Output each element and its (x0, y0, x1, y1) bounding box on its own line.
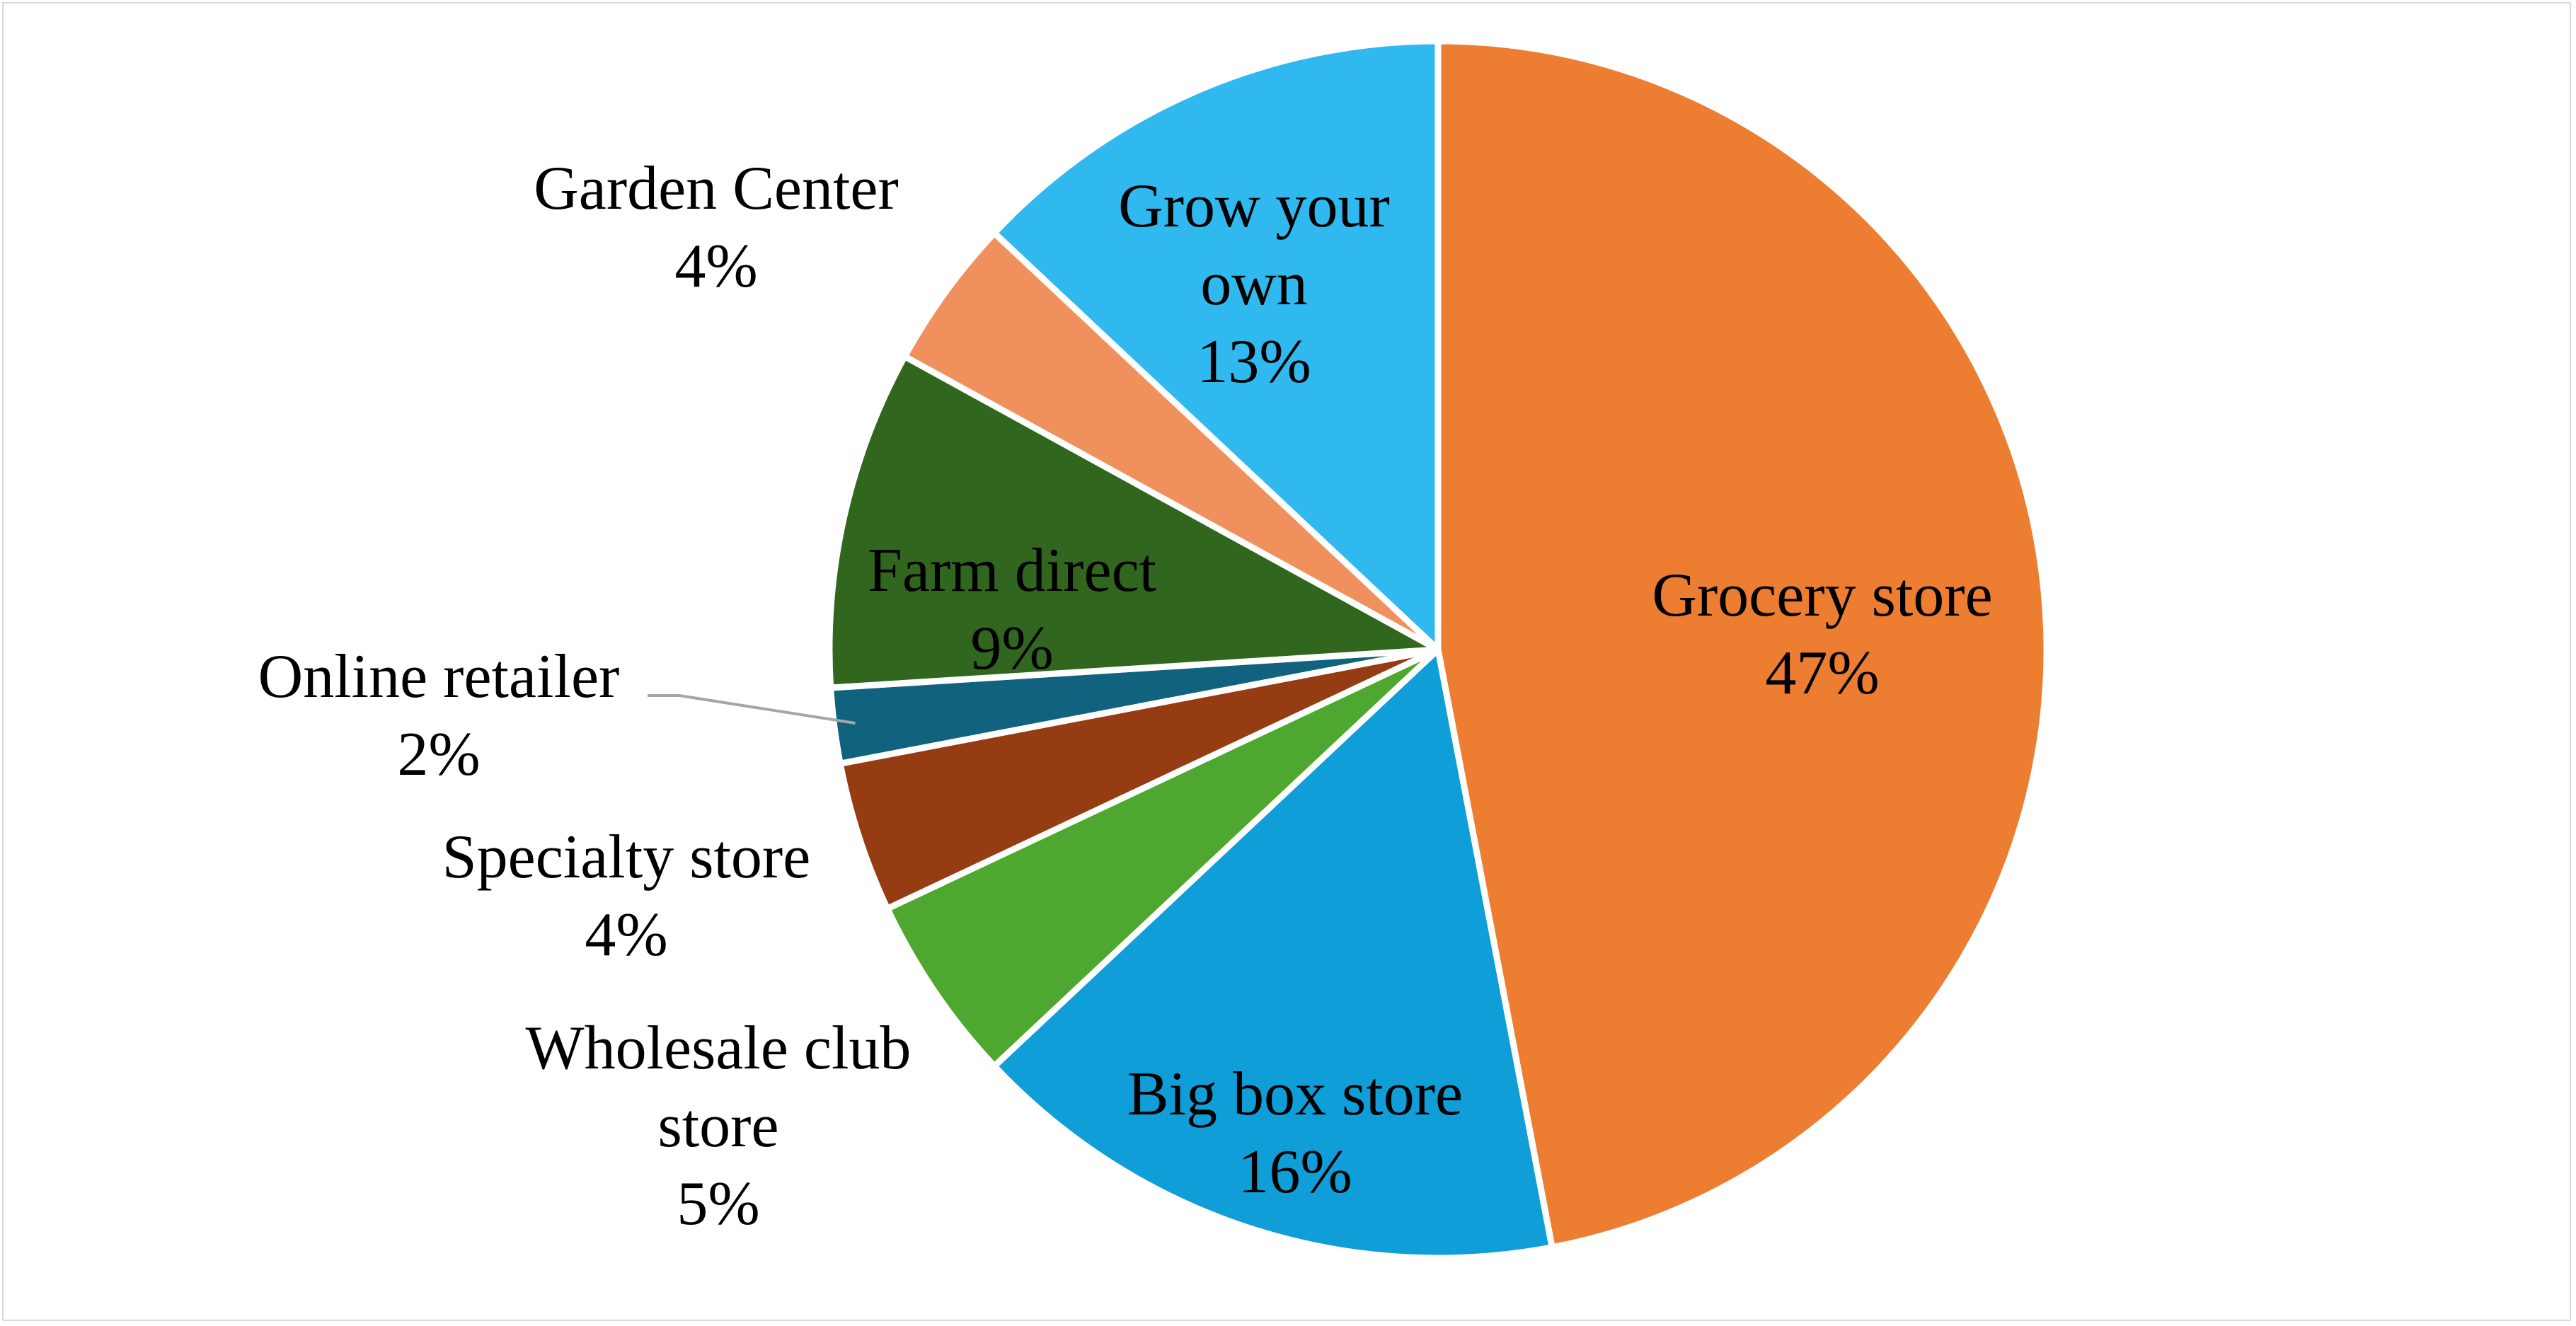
label-specialty-store: Specialty store 4% (442, 823, 811, 969)
label-grocery-store: Grocery store 47% (1652, 561, 1992, 708)
label-garden-center: Garden Center 4% (534, 154, 899, 301)
pie-slices (826, 38, 2050, 1262)
leader-line-online-retailer (648, 694, 856, 725)
slice-grocery-store (1434, 38, 2050, 1251)
label-big-box-store: Big box store 16% (1127, 1060, 1463, 1206)
label-grow-your-own: Grow your own 13% (1118, 172, 1390, 396)
slice-grow-your-own (991, 38, 1442, 653)
label-farm-direct: Farm direct 9% (868, 536, 1156, 683)
label-online-retailer: Online retailer 2% (258, 642, 620, 789)
slice-big-box-store (991, 646, 1556, 1262)
leader-lines (648, 694, 856, 725)
slice-wholesale-club-store (884, 646, 1442, 1070)
slice-labels: Grocery store 47% Big box store 16% Wholesal… (258, 154, 1993, 1238)
slice-farm-direct (826, 353, 1442, 691)
label-wholesale-club-store: Wholesale club store 5% (526, 1014, 912, 1238)
